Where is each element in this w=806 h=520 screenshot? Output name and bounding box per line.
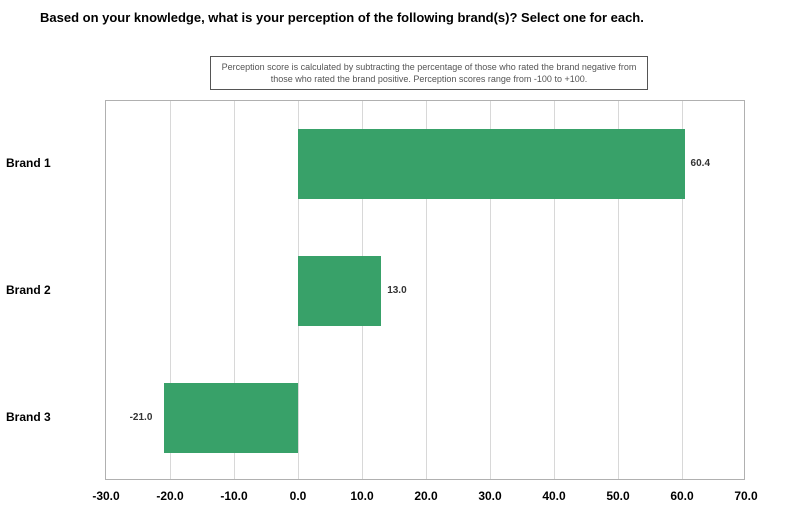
x-tick-label: 10.0 (350, 489, 373, 503)
x-tick-label: 0.0 (290, 489, 307, 503)
x-tick-label: -20.0 (156, 489, 183, 503)
bar (298, 256, 381, 326)
x-tick-label: 50.0 (606, 489, 629, 503)
bar (164, 383, 298, 453)
bar (298, 129, 685, 199)
x-tick-label: 30.0 (478, 489, 501, 503)
plot-border: -30.0-20.0-10.00.010.020.030.040.050.060… (105, 100, 745, 480)
y-category-label: Brand 3 (6, 410, 86, 424)
x-tick-label: 60.0 (670, 489, 693, 503)
x-tick-label: 70.0 (734, 489, 757, 503)
plot-area: -30.0-20.0-10.00.010.020.030.040.050.060… (105, 100, 745, 480)
y-category-label: Brand 1 (6, 156, 86, 170)
page-root: { "title": "Based on your knowledge, wha… (0, 0, 806, 520)
chart-caption: Perception score is calculated by subtra… (210, 56, 648, 90)
bar-value-label: 13.0 (387, 285, 406, 296)
chart-title: Based on your knowledge, what is your pe… (40, 10, 776, 25)
x-tick-label: 20.0 (414, 489, 437, 503)
bar-value-label: -21.0 (130, 412, 153, 423)
x-tick-label: -30.0 (92, 489, 119, 503)
y-category-label: Brand 2 (6, 283, 86, 297)
x-tick-label: -10.0 (220, 489, 247, 503)
x-tick-label: 40.0 (542, 489, 565, 503)
bar-value-label: 60.4 (691, 158, 710, 169)
